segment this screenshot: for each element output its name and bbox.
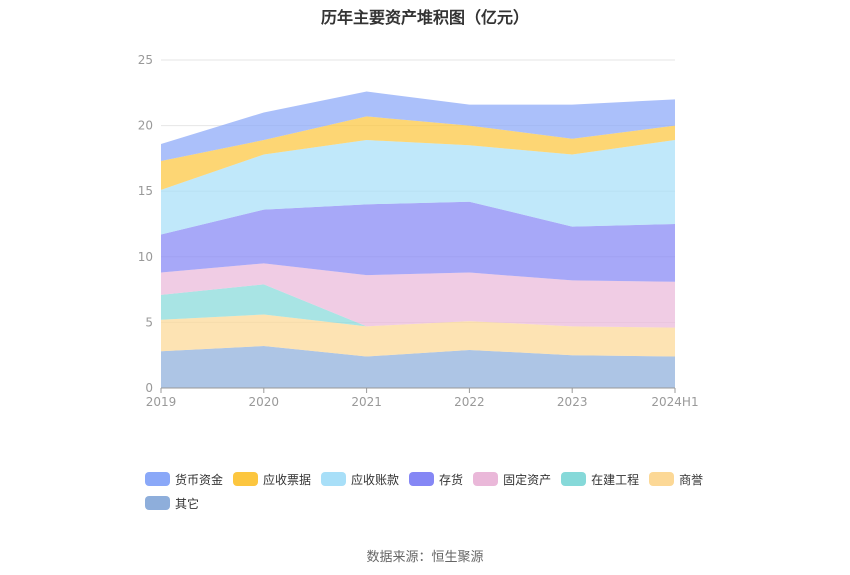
x-tick-label: 2023 xyxy=(557,395,588,409)
legend-item[interactable]: 货币资金 xyxy=(145,470,223,488)
legend-swatch xyxy=(473,472,498,486)
legend-swatch xyxy=(561,472,586,486)
legend-swatch xyxy=(649,472,674,486)
data-source-note: 数据来源：恒生聚源 xyxy=(0,546,850,565)
y-tick-label: 10 xyxy=(138,250,153,264)
area-layers xyxy=(161,91,675,388)
x-tick-label: 2024H1 xyxy=(651,395,698,409)
legend-label: 商誉 xyxy=(679,471,703,488)
legend-swatch xyxy=(321,472,346,486)
legend-item[interactable]: 在建工程 xyxy=(561,470,639,488)
legend-label: 应收票据 xyxy=(263,471,311,488)
y-tick-label: 15 xyxy=(138,184,153,198)
legend-swatch xyxy=(233,472,258,486)
legend-label: 其它 xyxy=(175,495,199,512)
x-tick-label: 2021 xyxy=(351,395,382,409)
x-tick-label: 2019 xyxy=(146,395,177,409)
legend-label: 固定资产 xyxy=(503,471,551,488)
legend-swatch xyxy=(145,496,170,510)
legend-label: 在建工程 xyxy=(591,471,639,488)
legend-label: 货币资金 xyxy=(175,471,223,488)
legend-label: 应收账款 xyxy=(351,471,399,488)
legend-label: 存货 xyxy=(439,471,463,488)
legend-item[interactable]: 存货 xyxy=(409,470,463,488)
x-tick-label: 2020 xyxy=(249,395,280,409)
y-tick-label: 0 xyxy=(145,381,153,395)
y-tick-label: 5 xyxy=(145,315,153,329)
x-tick-label: 2022 xyxy=(454,395,485,409)
stacked-area-chart: 0 5 10 15 20 25 2019 2020 2021 2022 2023 2024H1 xyxy=(0,0,850,460)
legend-item[interactable]: 其它 xyxy=(145,494,199,512)
y-tick-label: 25 xyxy=(138,53,153,67)
legend-swatch xyxy=(145,472,170,486)
legend-item[interactable]: 应收账款 xyxy=(321,470,399,488)
legend-item[interactable]: 应收票据 xyxy=(233,470,311,488)
y-tick-label: 20 xyxy=(138,119,153,133)
legend-item[interactable]: 固定资产 xyxy=(473,470,551,488)
legend-item[interactable]: 商誉 xyxy=(649,470,703,488)
legend-swatch xyxy=(409,472,434,486)
legend: 货币资金 应收票据 应收账款 存货 固定资产 在建工程 商誉其它 xyxy=(145,470,745,512)
